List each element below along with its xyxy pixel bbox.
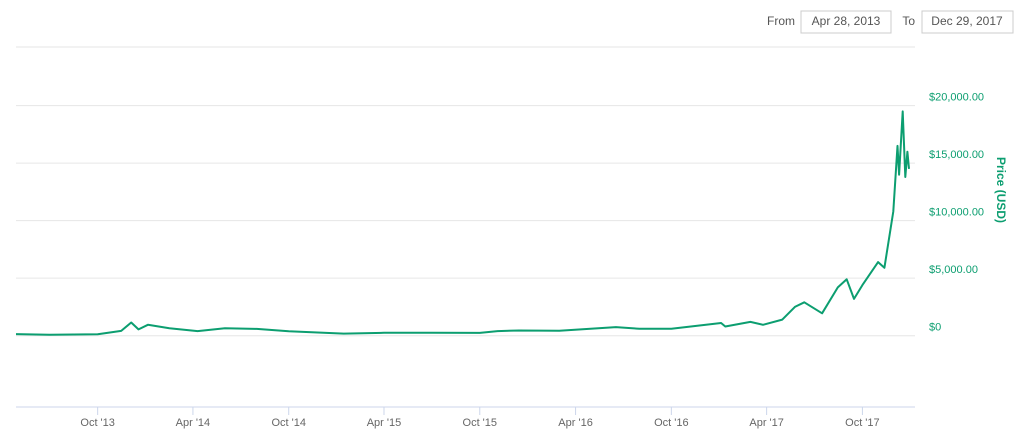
to-date: Dec 29, 2017 [931, 14, 1003, 28]
from-label: From [767, 14, 795, 28]
y-tick-label: $5,000.00 [929, 264, 978, 276]
x-tick-label: Oct '14 [271, 417, 306, 429]
from-date: Apr 28, 2013 [812, 14, 881, 28]
x-tick-label: Apr '15 [367, 417, 402, 429]
to-label: To [902, 14, 915, 28]
y-axis-title: Price (USD) [994, 157, 1008, 223]
y-tick-label: $10,000.00 [929, 207, 984, 219]
x-tick-label: Apr '17 [749, 417, 784, 429]
x-tick-label: Oct '13 [80, 417, 115, 429]
x-tick-label: Oct '16 [654, 417, 689, 429]
from-input[interactable] [800, 10, 892, 34]
y-tick-label: $0 [929, 322, 941, 334]
price-line [15, 110, 910, 336]
x-tick-label: Oct '15 [463, 417, 498, 429]
x-tick-label: Oct '17 [845, 417, 880, 429]
y-tick-label: $15,000.00 [929, 149, 984, 161]
x-tick-label: Apr '16 [558, 417, 593, 429]
x-tick-label: Apr '14 [176, 417, 211, 429]
to-input[interactable] [921, 10, 1014, 34]
y-tick-label: $20,000.00 [929, 92, 984, 104]
